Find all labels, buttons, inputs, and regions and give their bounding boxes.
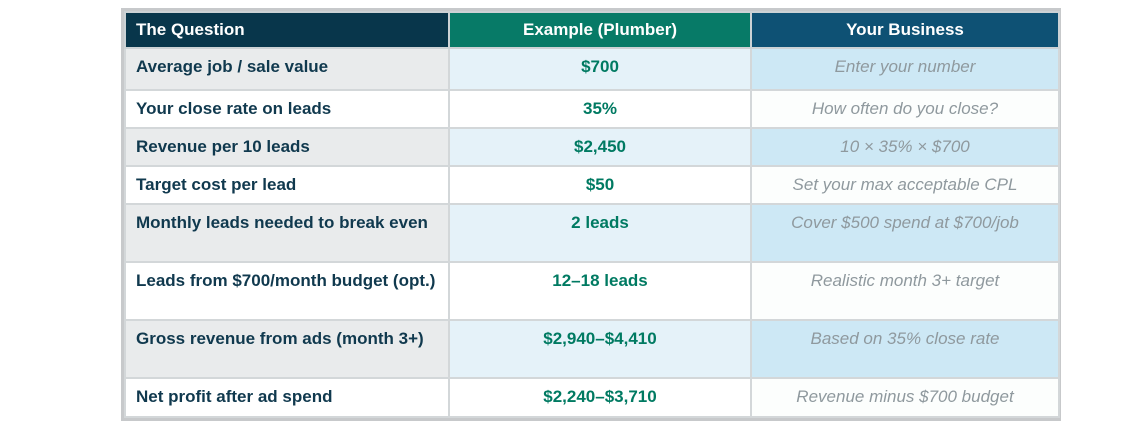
table-row: Average job / sale value $700 Enter your… [124,47,1060,91]
your-business-cell[interactable]: 10 × 35% × $700 [750,127,1060,167]
example-cell: $2,450 [448,127,752,167]
your-business-cell[interactable]: Based on 35% close rate [750,319,1060,379]
lead-calculator-table: The Question Example (Plumber) Your Busi… [121,8,1061,421]
question-cell: Revenue per 10 leads [124,127,450,167]
your-business-cell[interactable]: Revenue minus $700 budget [750,377,1060,418]
example-cell: 35% [448,89,752,129]
your-business-cell[interactable]: Enter your number [750,47,1060,91]
table-row: Revenue per 10 leads $2,450 10 × 35% × $… [124,127,1060,167]
question-cell: Monthly leads needed to break even [124,203,450,263]
your-business-cell[interactable]: Cover $500 spend at $700/job [750,203,1060,263]
your-business-cell[interactable]: Realistic month 3+ target [750,261,1060,321]
column-header-example: Example (Plumber) [448,11,752,49]
table-row: Net profit after ad spend $2,240–$3,710 … [124,377,1060,418]
question-cell: Gross revenue from ads (month 3+) [124,319,450,379]
example-cell: $2,940–$4,410 [448,319,752,379]
example-cell: 2 leads [448,203,752,263]
question-cell: Target cost per lead [124,165,450,205]
question-cell: Your close rate on leads [124,89,450,129]
table-row: Leads from $700/month budget (opt.) 12–1… [124,261,1060,321]
example-cell: 12–18 leads [448,261,752,321]
your-business-cell[interactable]: Set your max acceptable CPL [750,165,1060,205]
table-row: Monthly leads needed to break even 2 lea… [124,203,1060,263]
question-cell: Net profit after ad spend [124,377,450,418]
example-cell: $50 [448,165,752,205]
calculator-table: The Question Example (Plumber) Your Busi… [124,11,1060,418]
example-cell: $2,240–$3,710 [448,377,752,418]
your-business-cell[interactable]: How often do you close? [750,89,1060,129]
header-row: The Question Example (Plumber) Your Busi… [124,11,1060,49]
table-row: Your close rate on leads 35% How often d… [124,89,1060,129]
column-header-your-business: Your Business [750,11,1060,49]
example-cell: $700 [448,47,752,91]
table-row: Target cost per lead $50 Set your max ac… [124,165,1060,205]
table-row: Gross revenue from ads (month 3+) $2,940… [124,319,1060,379]
column-header-question: The Question [124,11,450,49]
question-cell: Leads from $700/month budget (opt.) [124,261,450,321]
question-cell: Average job / sale value [124,47,450,91]
